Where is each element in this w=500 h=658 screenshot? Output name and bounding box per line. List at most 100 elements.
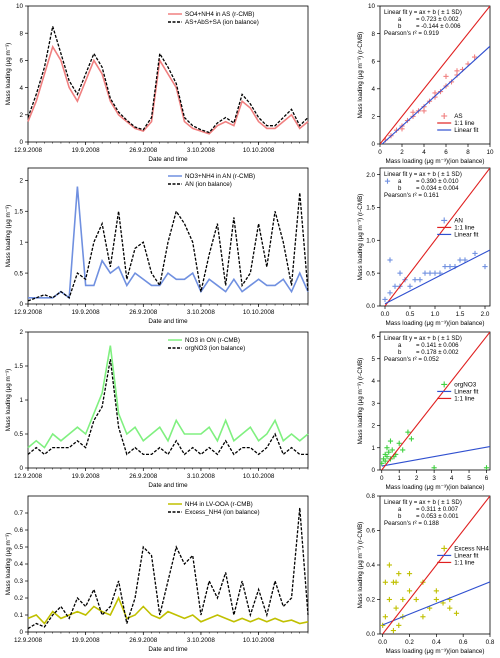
fit-a-label: a	[398, 16, 402, 23]
scatter-point	[427, 270, 433, 276]
x-tick-label: 26.9.2008	[129, 309, 158, 316]
x-tick-label: 1.0	[431, 311, 440, 318]
x-axis-label: Mass loading (μg m⁻³)(ion balance)	[386, 158, 485, 165]
y-tick-label: 0.5	[366, 270, 375, 277]
scatter-point	[380, 622, 386, 628]
series-line-2	[27, 507, 309, 630]
fit-b-label: b	[398, 349, 402, 356]
legend-entry: Linear fit	[454, 127, 478, 134]
scatter-point	[382, 614, 388, 620]
fit-b-value: = 0.034 ± 0.004	[416, 185, 459, 192]
x-tick-label: 4	[422, 149, 426, 156]
y-tick-label: 0.0	[366, 303, 375, 310]
y-tick-label: 0	[371, 141, 375, 148]
scatter-point	[442, 263, 448, 270]
scatter-point	[407, 283, 413, 289]
plot-area	[380, 496, 490, 634]
legend-entry: AN (ion balance)	[185, 181, 232, 188]
scatter-point	[406, 588, 413, 594]
y-axis-label: Mass loading (μg m⁻³)	[5, 205, 12, 268]
fit-title: Linear fit y = ax + b ( ± 1 SD)	[384, 171, 462, 178]
scatter-point	[454, 68, 460, 74]
x-tick-label: 10.10.2008	[243, 147, 275, 154]
y-tick-label: 0.5	[14, 431, 23, 438]
legend-entry: Linear fit	[454, 553, 478, 560]
fit-b-value: = 0.178 ± 0.002	[416, 349, 459, 356]
x-tick-label: 3.10.2008	[187, 473, 216, 480]
x-tick-label: 4	[450, 475, 454, 482]
y-tick-label: 0.4	[366, 562, 375, 569]
series-line-2	[380, 6, 490, 144]
x-axis-label: Mass loading (μg m⁻³)(ion balance)	[386, 648, 485, 655]
series-line-3	[382, 496, 490, 634]
y-tick-label: 0.6	[14, 527, 23, 534]
timeseries-panel-2: 0 0.5 1 1.5 2 12.9.2008 19.9.2008 26.9.2008 3.10…	[5, 167, 309, 325]
y-tick-label: 6	[371, 58, 375, 65]
series-line-3	[384, 249, 490, 305]
x-axis-label: Date and time	[148, 482, 188, 489]
legend-entry: Excess NH4	[454, 546, 489, 553]
y-axis-label: Mass loading (μg m⁻³) (r-CMB)	[357, 522, 364, 609]
legend-entry: Linear fit	[454, 389, 478, 396]
y-tick-label: 2	[371, 423, 375, 430]
y-axis-label: Mass loading (μg m⁻³)	[5, 369, 12, 432]
scatter-point	[433, 588, 439, 594]
scatter-point	[412, 277, 418, 283]
y-tick-label: 0	[371, 467, 375, 474]
x-tick-label: 10.10.2008	[243, 637, 275, 644]
fit-a-value: = 0.141 ± 0.006	[416, 342, 459, 349]
plot-area	[380, 6, 490, 144]
scatter-point	[382, 296, 388, 303]
legend-entry: 1:1 line	[454, 225, 475, 232]
y-tick-label: 2.0	[366, 172, 375, 179]
fit-a-value: = 0.390 ± 0.010	[416, 178, 459, 185]
legend-entry: AN	[454, 218, 463, 225]
x-tick-label: 0.0	[378, 639, 387, 646]
fit-b-value: = -0.144 ± 0.006	[416, 23, 461, 30]
x-tick-label: 1	[397, 475, 401, 482]
scatter-point	[405, 429, 411, 435]
fit-a-label: a	[398, 178, 402, 185]
scatter-point	[483, 465, 490, 470]
scatter-point	[417, 277, 423, 283]
scatter-point	[386, 562, 392, 568]
x-tick-label: 12.9.2008	[14, 147, 43, 154]
scatter-point	[431, 465, 437, 470]
series-line-2	[382, 581, 490, 626]
scatter-point	[408, 436, 415, 442]
plot-area	[380, 332, 490, 470]
y-tick-label: 0	[19, 465, 23, 472]
timeseries-panel-1: 0 2 4 6 8 10 12.9.2008 19.9.2008 26.9.2008 3.10.2…	[5, 3, 309, 163]
fit-a-value: = 0.723 ± 0.002	[416, 16, 459, 23]
y-tick-label: 5	[371, 356, 375, 363]
x-tick-label: 19.9.2008	[72, 309, 101, 316]
x-tick-label: 10	[486, 149, 494, 156]
scatter-point	[389, 447, 395, 453]
y-tick-label: 4	[371, 86, 375, 93]
scatter-point	[396, 571, 402, 577]
scatter-point	[384, 445, 390, 451]
scatter-point	[396, 622, 402, 628]
plot-frame	[379, 5, 491, 145]
y-tick-label: 4	[371, 378, 375, 385]
y-tick-label: 8	[19, 30, 23, 37]
y-axis-label: Mass loading (μg m⁻³)	[5, 43, 12, 106]
y-tick-label: 2	[19, 329, 23, 336]
y-tick-label: 1.5	[366, 205, 375, 212]
y-tick-label: 0.3	[14, 578, 23, 585]
fit-r2: Pearson's r² = 0.188	[384, 520, 439, 527]
y-tick-label: 10	[16, 3, 24, 10]
x-tick-label: 0.4	[432, 639, 441, 646]
scatter-point	[443, 73, 449, 79]
scatter-point	[406, 571, 413, 577]
scatter-point	[432, 90, 438, 96]
x-tick-label: 3.10.2008	[187, 147, 216, 154]
legend-entry: AS	[454, 113, 462, 120]
x-tick-label: 0.8	[486, 639, 495, 646]
y-tick-label: 6	[371, 334, 375, 341]
scatter-point	[400, 596, 406, 603]
scatter-point	[447, 605, 453, 611]
